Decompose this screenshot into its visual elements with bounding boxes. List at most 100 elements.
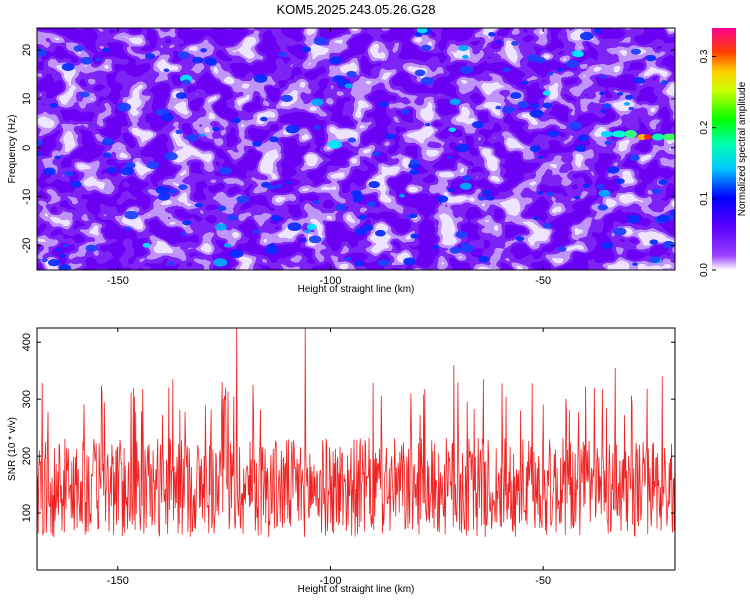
hotspot <box>574 144 586 152</box>
chart-title: KOM5.2025.243.05.26.G28 <box>276 2 435 17</box>
hotspot <box>645 54 657 62</box>
snr-y-label: SNR (10 * v/v) <box>7 417 18 481</box>
hotspot <box>155 185 170 195</box>
hotspot <box>270 214 282 222</box>
hotspot <box>649 256 661 263</box>
y-tick-label: 0 <box>21 145 33 151</box>
hotspot <box>566 60 579 68</box>
high-amplitude-band <box>600 130 675 141</box>
hotspot <box>455 230 468 239</box>
hotspot <box>377 259 390 267</box>
hotspot <box>424 122 431 127</box>
hotspot <box>599 74 607 79</box>
hotspot <box>73 45 84 52</box>
hotspot <box>207 60 217 66</box>
hotspot <box>252 140 262 147</box>
hotspot <box>192 56 204 64</box>
hotspot <box>37 48 47 58</box>
hotspot <box>344 83 353 89</box>
hotspot <box>601 241 614 250</box>
hotspot <box>285 124 300 134</box>
hotspot <box>478 255 490 263</box>
band-blob <box>624 130 637 138</box>
hotspot <box>633 77 645 84</box>
x-tick-label: -100 <box>319 575 341 587</box>
hotspot <box>572 50 584 58</box>
hotspot <box>347 137 357 143</box>
hotspot <box>346 70 357 78</box>
hotspot <box>199 133 206 137</box>
hotspot <box>385 133 396 140</box>
y-tick-label: 100 <box>21 504 33 522</box>
hotspot <box>531 103 540 109</box>
heatmap-y-label: Frequency (Hz) <box>7 115 18 184</box>
y-tick-label: -10 <box>21 189 33 205</box>
heatmap-y-axis: -20 -10 0 10 20 <box>21 44 675 254</box>
hotspot <box>446 155 453 160</box>
hotspot <box>313 37 328 46</box>
hotspot <box>116 102 131 112</box>
y-tick-label: 400 <box>21 333 33 351</box>
x-tick-label: -100 <box>319 275 341 287</box>
hotspot <box>354 260 364 267</box>
y-tick-label: -20 <box>21 238 33 254</box>
hotspot <box>660 80 669 85</box>
colorbar-tick-label: 0.0 <box>699 263 710 277</box>
hotspot <box>455 143 470 153</box>
hotspot <box>70 180 82 188</box>
hotspot <box>517 101 530 109</box>
hotspot <box>658 179 668 186</box>
hotspot <box>580 31 594 41</box>
band-blob <box>651 133 664 141</box>
hotspot <box>511 41 519 46</box>
hotspot <box>598 189 611 198</box>
hotspot <box>515 235 525 242</box>
hotspot <box>287 222 302 232</box>
hotspot <box>604 140 612 146</box>
hotspot <box>301 238 307 243</box>
hotspot <box>327 140 343 149</box>
hotspot <box>182 219 192 226</box>
hotspot <box>43 167 56 176</box>
heatmap-x-label: Height of straight line (km) <box>298 284 415 295</box>
hotspot <box>626 214 641 224</box>
hotspot <box>79 91 90 98</box>
hotspot <box>537 191 544 195</box>
hotspot <box>600 109 606 114</box>
hotspot <box>278 51 287 58</box>
hotspot <box>568 121 583 130</box>
hotspot <box>168 188 178 195</box>
hotspot <box>252 229 260 234</box>
band-blob <box>662 133 675 141</box>
hotspot <box>194 202 203 208</box>
hotspot <box>462 54 469 59</box>
hotspot <box>146 161 159 170</box>
hotspot <box>280 94 293 103</box>
hotspot <box>160 113 174 122</box>
hotspot <box>542 90 551 96</box>
hotspot <box>403 257 416 266</box>
hotspot <box>229 249 244 258</box>
hotspot <box>556 67 564 72</box>
colorbar-tick-label: 0.1 <box>699 191 710 205</box>
hotspot <box>613 227 627 236</box>
hotspot <box>628 106 634 111</box>
y-tick-label: 300 <box>21 390 33 408</box>
hotspot <box>260 116 268 122</box>
hotspot <box>651 188 662 195</box>
hotspot <box>375 229 386 237</box>
amplitude-hotspots <box>37 28 675 270</box>
hotspot <box>351 190 362 197</box>
band-blob <box>600 131 613 137</box>
hotspot <box>459 65 474 74</box>
hotspot <box>328 56 342 65</box>
hotspot <box>80 56 93 65</box>
hotspot <box>144 53 156 60</box>
colorbar-label: Normalized spectral amplitude <box>737 81 748 216</box>
hotspot <box>55 247 62 252</box>
hotspot <box>617 91 624 96</box>
hotspot <box>102 137 113 145</box>
hotspot <box>529 109 544 118</box>
hotspot <box>47 259 60 267</box>
